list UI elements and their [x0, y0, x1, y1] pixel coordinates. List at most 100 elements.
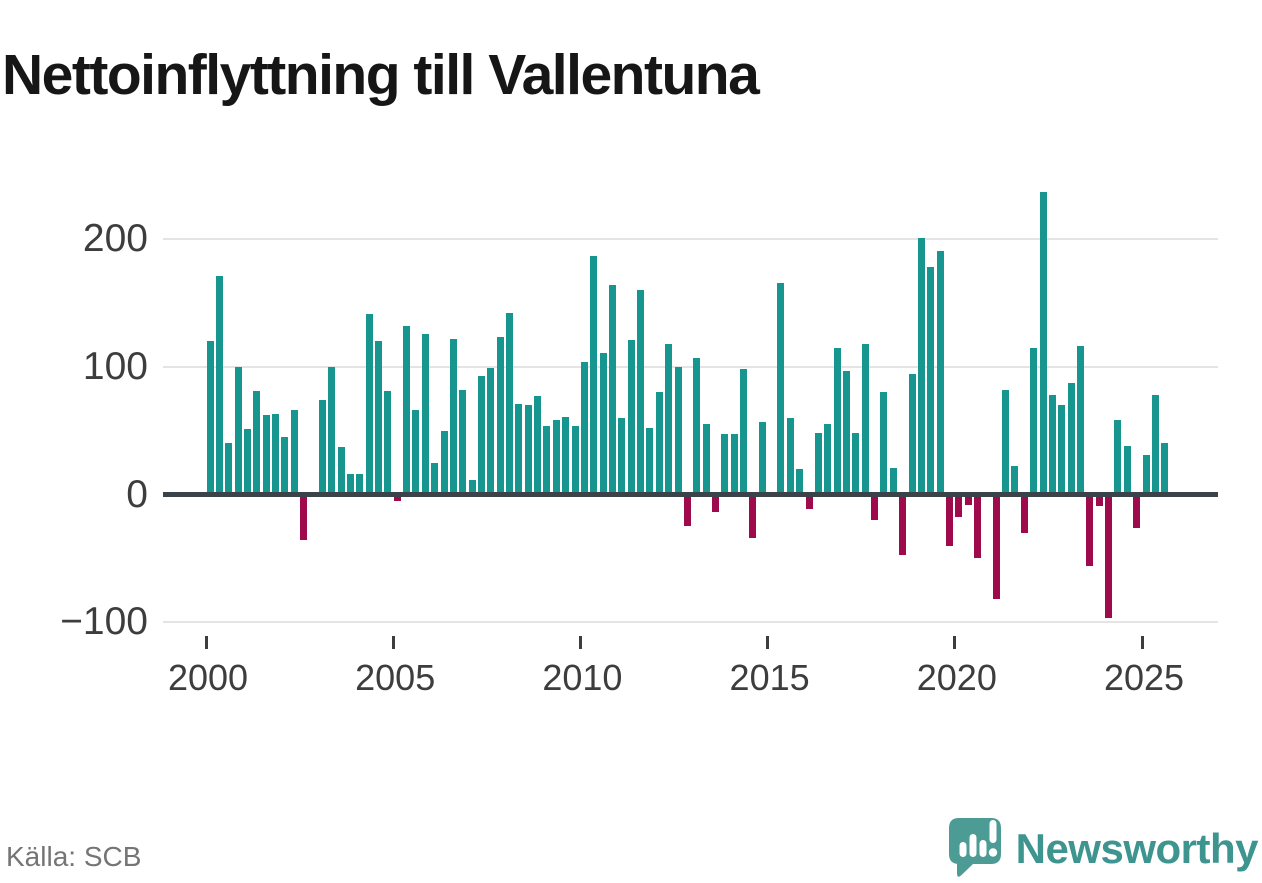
- bar-2017-K2: [852, 433, 860, 495]
- x-tick-2025: [1140, 636, 1144, 649]
- bar-2000-K4: [234, 366, 242, 495]
- bar-2017-K1: [842, 370, 850, 495]
- bar-2005-K4: [421, 333, 429, 495]
- newsworthy-wordmark: Newsworthy: [1015, 824, 1259, 872]
- y-axis-label-−100: −100: [60, 600, 148, 644]
- bar-2014-K2: [740, 369, 748, 495]
- x-axis-label-2005: 2005: [355, 657, 436, 698]
- bar-2022-K4: [1058, 405, 1066, 495]
- bar-2012-K1: [655, 392, 663, 495]
- x-axis-label-2020: 2020: [916, 657, 997, 698]
- y-axis-label-100: 100: [82, 344, 148, 388]
- bar-2010-K4: [608, 285, 616, 495]
- bar-2008-K1: [506, 313, 514, 495]
- bar-2009-K1: [543, 425, 551, 495]
- bar-2009-K3: [562, 416, 570, 495]
- bar-2023-K4: [1095, 494, 1103, 506]
- bar-2012-K4: [683, 494, 691, 527]
- x-tick-2010: [578, 636, 582, 649]
- gridline-−100: [163, 621, 1218, 624]
- bar-2017-K3: [861, 343, 869, 495]
- bar-2011-K4: [646, 428, 654, 495]
- y-axis-label-0: 0: [126, 472, 148, 516]
- bar-2014-K3: [749, 494, 757, 538]
- bar-2007-K2: [477, 375, 485, 495]
- bar-2017-K4: [871, 494, 879, 521]
- bar-2007-K4: [496, 337, 504, 495]
- bar-2011-K3: [637, 290, 645, 495]
- bar-2013-K4: [721, 434, 729, 495]
- bar-2014-K1: [730, 434, 738, 495]
- bar-2023-K1: [1067, 383, 1075, 495]
- bar-2002-K3: [300, 494, 308, 541]
- bar-2000-K3: [225, 443, 233, 495]
- bar-2015-K4: [796, 468, 804, 495]
- bar-2023-K3: [1086, 494, 1094, 566]
- bar-2011-K1: [618, 417, 626, 495]
- bar-2024-K1: [1105, 494, 1113, 619]
- bar-2004-K2: [365, 314, 373, 495]
- bar-2005-K3: [412, 410, 420, 495]
- bar-2010-K1: [580, 361, 588, 495]
- bar-2009-K2: [552, 420, 560, 495]
- bar-2015-K2: [777, 282, 785, 495]
- x-tick-2015: [766, 636, 770, 649]
- bar-2009-K4: [571, 425, 579, 495]
- bar-2022-K3: [1048, 394, 1056, 495]
- newsworthy-logo: Newsworthy: [946, 814, 1259, 883]
- bar-2011-K2: [627, 339, 635, 495]
- x-tick-2020: [953, 636, 957, 649]
- bar-2003-K4: [346, 474, 354, 495]
- bar-2008-K3: [524, 405, 532, 495]
- bar-2021-K1: [992, 494, 1000, 600]
- gridline-100: [163, 365, 1218, 368]
- x-axis-zero-line: [163, 492, 1218, 497]
- bar-2025-K2: [1151, 394, 1159, 495]
- bar-2025-K1: [1142, 454, 1150, 495]
- bar-2020-K1: [955, 494, 963, 518]
- bar-2024-K2: [1114, 420, 1122, 495]
- bar-2005-K1: [393, 494, 401, 501]
- bar-2016-K3: [824, 424, 832, 495]
- bar-2013-K3: [711, 494, 719, 513]
- bar-2018-K2: [889, 467, 897, 495]
- bar-2008-K2: [515, 403, 523, 495]
- bar-2004-K3: [374, 341, 382, 495]
- bar-2019-K3: [936, 250, 944, 495]
- bar-2004-K1: [356, 474, 364, 495]
- bar-2020-K2: [964, 494, 972, 505]
- bar-2000-K1: [206, 341, 214, 495]
- bar-2007-K1: [468, 480, 476, 495]
- y-axis-label-200: 200: [82, 217, 148, 261]
- newsworthy-chart-bubble-icon: [946, 814, 1004, 883]
- bar-2020-K3: [974, 494, 982, 559]
- bar-2023-K2: [1076, 346, 1084, 495]
- bar-2001-K1: [243, 429, 251, 495]
- bar-2005-K2: [403, 325, 411, 495]
- bar-2001-K4: [272, 414, 280, 495]
- bar-2024-K3: [1123, 445, 1131, 495]
- bar-2014-K4: [758, 421, 766, 495]
- bar-2008-K4: [534, 396, 542, 495]
- x-axis-label-2010: 2010: [542, 657, 623, 698]
- bar-2004-K4: [384, 391, 392, 495]
- bar-2006-K3: [449, 338, 457, 495]
- bar-2022-K2: [1039, 191, 1047, 495]
- bar-2019-K1: [917, 237, 925, 495]
- bar-2012-K3: [674, 366, 682, 495]
- source-label: Källa: SCB: [6, 841, 142, 872]
- bar-2021-K4: [1020, 494, 1028, 533]
- x-tick-2005: [391, 636, 395, 649]
- bar-2021-K2: [1002, 389, 1010, 495]
- bar-2016-K4: [833, 347, 841, 495]
- bar-2001-K3: [262, 415, 270, 495]
- x-axis-label-2015: 2015: [729, 657, 810, 698]
- bar-2007-K3: [487, 368, 495, 495]
- x-axis-label-2025: 2025: [1103, 657, 1185, 698]
- bar-2003-K1: [318, 400, 326, 495]
- bar-2010-K2: [590, 255, 598, 495]
- bar-2003-K2: [328, 366, 336, 495]
- bar-2012-K2: [665, 343, 673, 495]
- bar-2018-K1: [880, 392, 888, 495]
